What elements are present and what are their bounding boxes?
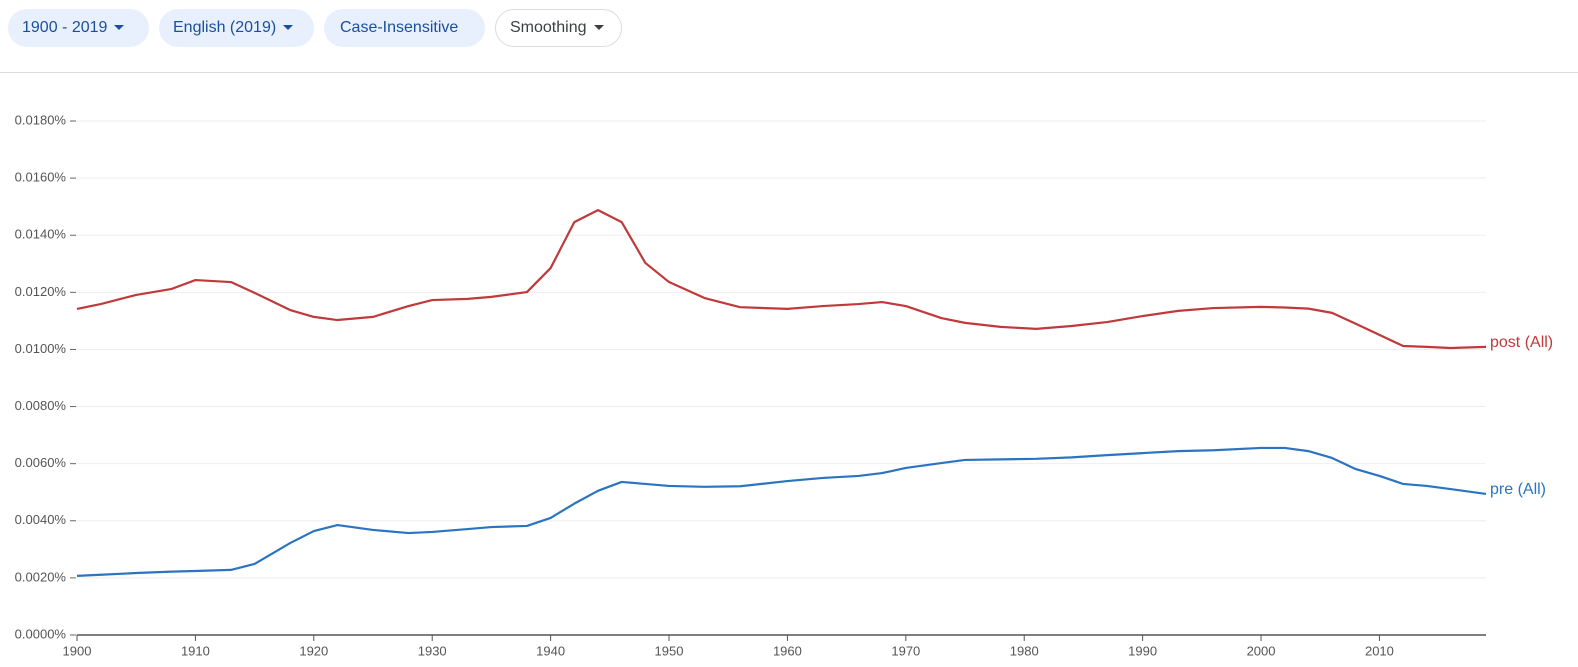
button-label: Smoothing (510, 19, 587, 36)
x-tick-label: 1930 (418, 643, 447, 658)
x-tick-label: 1990 (1128, 643, 1157, 658)
series-line (76, 446, 1487, 577)
button-label: English (2019) (173, 19, 277, 36)
x-tick-label: 1900 (63, 643, 92, 658)
series-label: post (All) (1490, 334, 1553, 351)
x-tick-label: 1940 (536, 643, 565, 658)
caret (114, 25, 125, 31)
series-line (76, 208, 1487, 350)
button-label: Case-Insensitive (340, 19, 459, 36)
button-label: 1900 - 2019 (22, 19, 108, 36)
y-tick-label: 0.0140% (15, 227, 67, 242)
case-button[interactable]: Case-Insensitive (324, 9, 485, 47)
y-tick-label: 0.0180% (15, 112, 67, 127)
x-tick-label: 1920 (299, 643, 328, 658)
x-tick-label: 1960 (773, 643, 802, 658)
y-tick-label: 0.0120% (15, 284, 67, 299)
y-tick-label: 0.0060% (15, 455, 67, 470)
y-tick-label: 0.0000% (15, 626, 67, 641)
y-tick-label: 0.0020% (15, 569, 67, 584)
corpus-button[interactable]: English (2019) (159, 9, 314, 47)
year-range-button[interactable]: 1900 - 2019 (8, 9, 149, 47)
caret (593, 25, 604, 31)
smoothing-button[interactable]: Smoothing (495, 9, 622, 47)
series-label: pre (All) (1490, 481, 1546, 498)
x-tick-label: 1970 (891, 643, 920, 658)
y-tick-label: 0.0160% (15, 170, 67, 185)
y-tick-label: 0.0040% (15, 512, 67, 527)
x-tick-label: 2000 (1247, 643, 1276, 658)
x-tick-label: 2010 (1365, 643, 1394, 658)
x-tick-label: 1950 (655, 643, 684, 658)
caret (283, 25, 294, 31)
x-tick-label: 1980 (1010, 643, 1039, 658)
y-tick-label: 0.0100% (15, 341, 67, 356)
y-tick-label: 0.0080% (15, 398, 67, 413)
x-tick-label: 1910 (181, 643, 210, 658)
toolbar: 1900 - 2019 English (2019) Case-Insensit… (0, 0, 1578, 73)
